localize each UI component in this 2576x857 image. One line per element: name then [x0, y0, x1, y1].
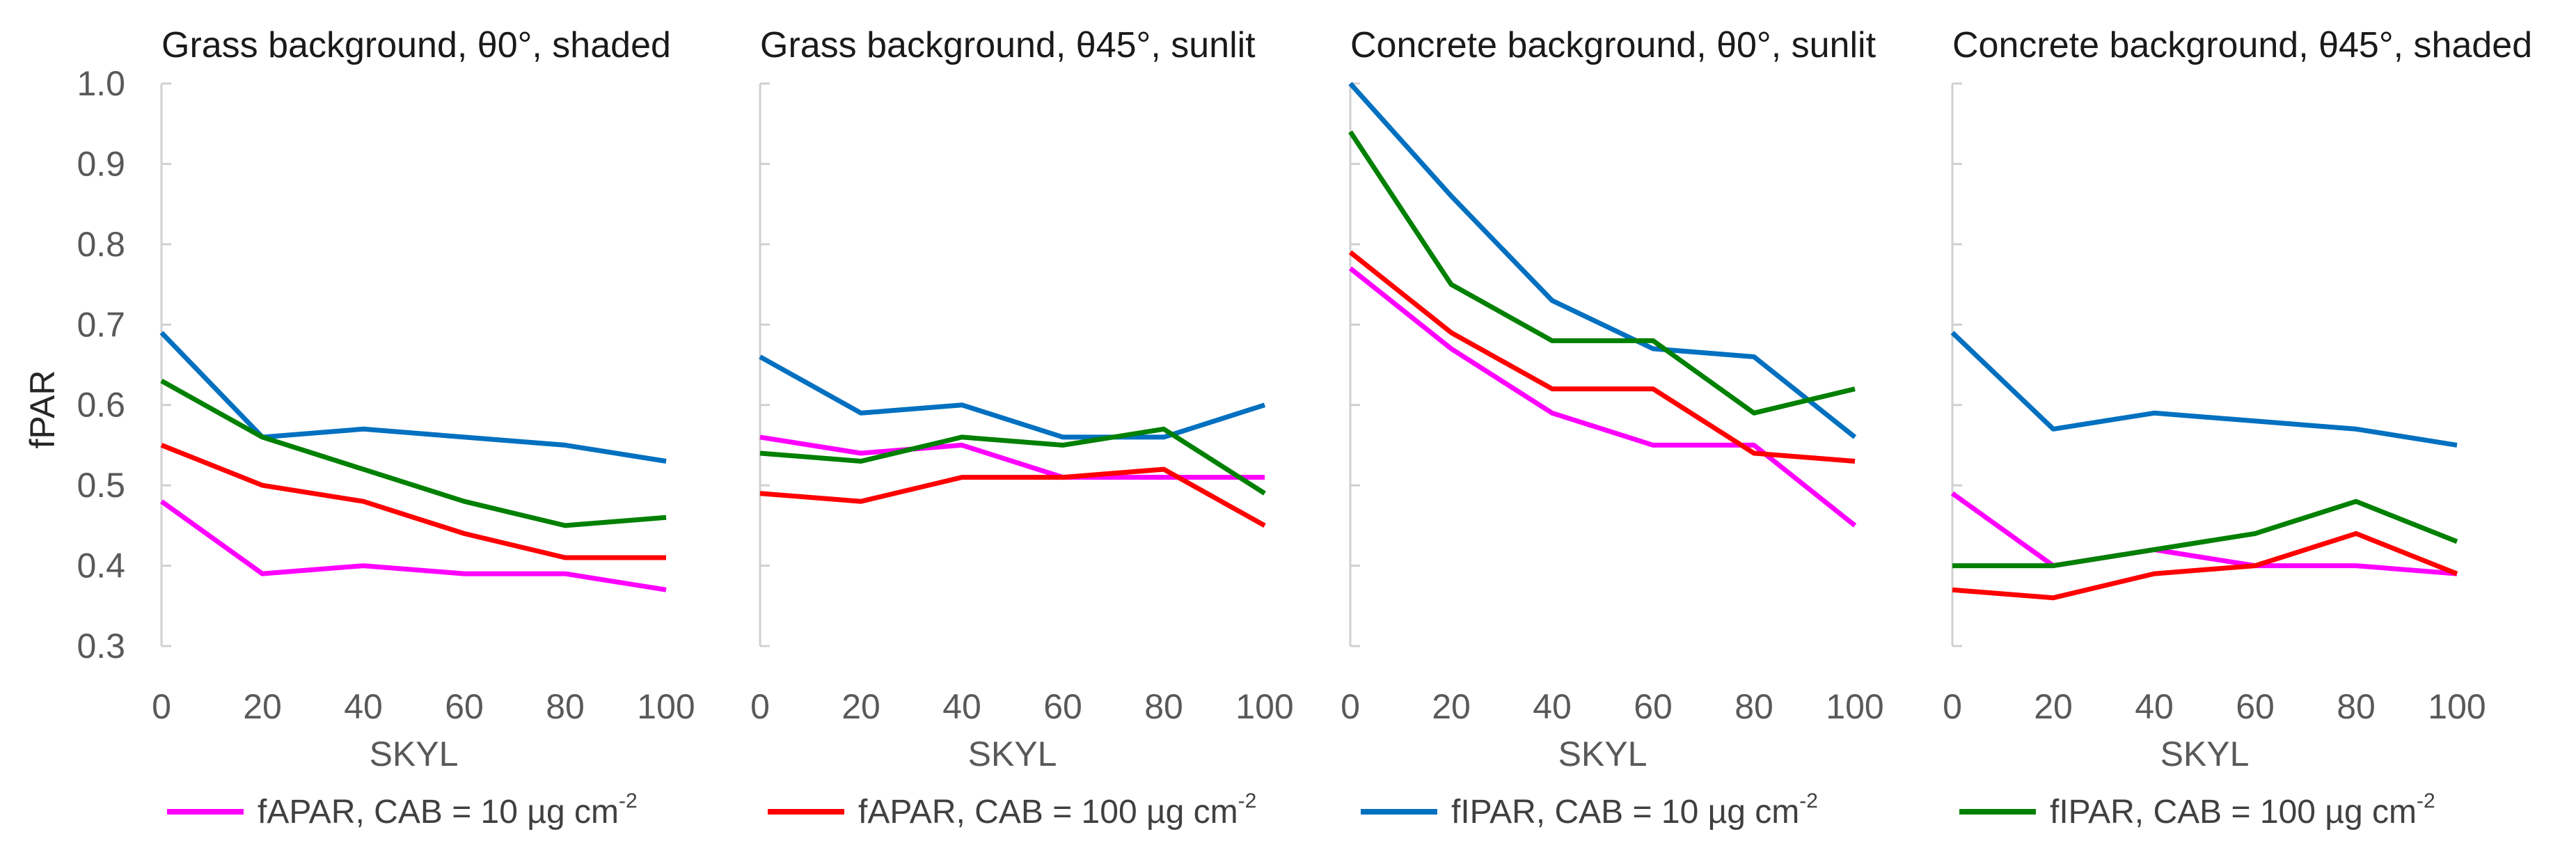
- x-axis-label: SKYL: [968, 734, 1057, 773]
- x-tick-label: 40: [1533, 687, 1572, 726]
- legend-superscript: -2: [2417, 789, 2435, 812]
- x-tick-label: 80: [1735, 687, 1773, 726]
- legend-superscript: -2: [619, 789, 638, 812]
- series-line: [759, 466, 1266, 528]
- series-line: [160, 379, 667, 528]
- x-tick-label: 100: [2428, 687, 2486, 726]
- legend-superscript: -2: [1238, 789, 1257, 812]
- series-line: [1950, 331, 2458, 448]
- x-tick-label: 0: [1341, 687, 1360, 726]
- y-tick-label: 0.9: [77, 144, 125, 183]
- x-tick-label: 80: [2337, 687, 2376, 726]
- x-tick-label: 20: [2034, 687, 2073, 726]
- legend-item: fAPAR, CAB = 10 µg cm-2: [167, 789, 638, 831]
- legend-item: fIPAR, CAB = 10 µg cm-2: [1361, 789, 1818, 831]
- x-tick-label: 100: [637, 687, 695, 726]
- legend: fAPAR, CAB = 10 µg cm-2 fAPAR, CAB = 100 …: [167, 789, 2435, 831]
- legend-label: fAPAR, CAB = 100 µg cm-2: [858, 789, 1256, 831]
- x-axis-label: SKYL: [370, 734, 459, 773]
- panel-2: Grass background, θ45°, sunlit 0 20 40 60 80 1…: [750, 25, 1294, 773]
- series-line: [1348, 81, 1857, 439]
- x-tick-label: 0: [750, 687, 770, 726]
- series-line: [759, 426, 1266, 496]
- y-tick-label: 0.6: [77, 386, 125, 425]
- series-line: [1950, 491, 2458, 576]
- x-tick-label: 0: [152, 687, 171, 726]
- x-axis-label: SKYL: [2160, 734, 2250, 773]
- legend-item: fIPAR, CAB = 100 µg cm-2: [1959, 789, 2435, 831]
- x-tick-label: 0: [1943, 687, 1962, 726]
- panel-title: Concrete background, θ0°, sunlit: [1350, 25, 1876, 65]
- y-tick-label: 0.7: [77, 305, 125, 344]
- x-tick-label: 20: [1432, 687, 1471, 726]
- y-axis-label: fPAR: [23, 370, 62, 449]
- series-line: [1952, 530, 2458, 601]
- y-tick-label: 0.3: [77, 627, 125, 666]
- legend-label: fIPAR, CAB = 100 µg cm-2: [2050, 789, 2435, 831]
- panel-4: Concrete background, θ45°, shaded 0 20 40 60…: [1943, 25, 2532, 773]
- chart-panels: Grass background, θ0°, shaded 0.3 0.4 0.5 0.…: [77, 25, 2532, 773]
- panel-title: Grass background, θ45°, sunlit: [760, 25, 1256, 65]
- x-tick-label: 100: [1235, 687, 1293, 726]
- legend-item: fAPAR, CAB = 100 µg cm-2: [768, 789, 1256, 831]
- x-tick-label: 40: [2135, 687, 2174, 726]
- x-tick-label: 80: [1144, 687, 1183, 726]
- y-tick-label: 0.8: [77, 225, 125, 264]
- legend-label: fIPAR, CAB = 10 µg cm-2: [1451, 789, 1818, 831]
- x-tick-label: 20: [243, 687, 282, 726]
- panel-title: Concrete background, θ45°, shaded: [1952, 25, 2532, 65]
- series-line: [759, 354, 1266, 440]
- legend-label: fAPAR, CAB = 10 µg cm-2: [258, 789, 638, 831]
- y-tick-label: 0.5: [77, 466, 125, 505]
- y-tick-label: 0.4: [77, 547, 125, 585]
- legend-superscript: -2: [1799, 789, 1818, 812]
- x-tick-label: 60: [1043, 687, 1082, 726]
- series-line: [160, 443, 666, 560]
- x-tick-label: 80: [546, 687, 585, 726]
- series-line: [1348, 130, 1856, 416]
- series-line: [1952, 498, 2458, 569]
- x-tick-label: 60: [2236, 687, 2275, 726]
- x-tick-label: 40: [344, 687, 383, 726]
- series-line: [1348, 266, 1857, 528]
- panel-1: Grass background, θ0°, shaded 0.3 0.4 0.5 0.…: [77, 25, 695, 773]
- series-line: [159, 331, 667, 464]
- panel-title: Grass background, θ0°, shaded: [161, 25, 671, 65]
- x-tick-label: 60: [1634, 687, 1673, 726]
- x-tick-label: 40: [942, 687, 981, 726]
- x-axis-label: SKYL: [1558, 734, 1647, 773]
- x-tick-label: 20: [841, 687, 880, 726]
- y-tick-label: 1.0: [77, 64, 125, 103]
- series-line: [1348, 250, 1856, 464]
- series-line: [159, 499, 667, 592]
- panel-3: Concrete background, θ0°, sunlit 0 20 40 60 8…: [1341, 25, 1884, 773]
- x-tick-label: 60: [445, 687, 484, 726]
- x-tick-label: 100: [1826, 687, 1883, 726]
